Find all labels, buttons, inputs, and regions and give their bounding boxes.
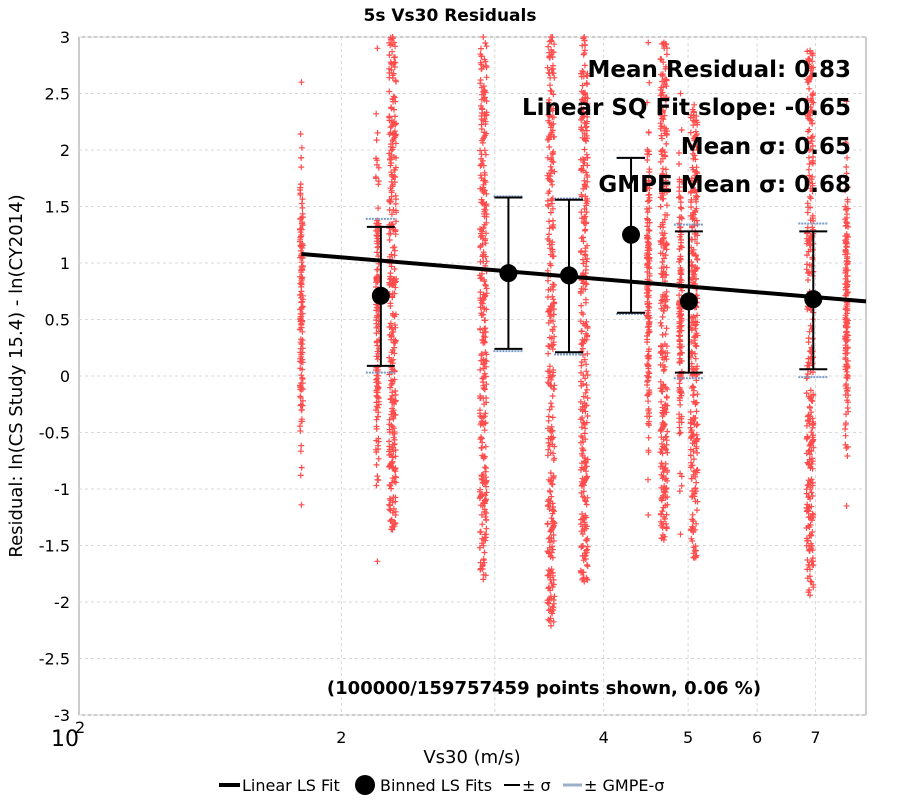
y-axis-label: Residual: ln(CS Study 15.4) - ln(CY2014) xyxy=(6,194,27,557)
legend-label-sigma: ± σ xyxy=(522,776,551,795)
scatter-column-0 xyxy=(297,79,306,508)
y-axis-ticks: 3 2.5 2 1.5 1 0.5 0 -0.5 -1 -1.5 -2 -2.5 -3 xyxy=(39,28,70,725)
y-tick-label-7: -0.5 xyxy=(39,424,70,443)
scatter-column-10 xyxy=(803,47,817,599)
x-tick-label-5: 7 xyxy=(810,728,820,747)
legend-label-linear-fit: Linear LS Fit xyxy=(242,776,340,795)
y-tick-label-11: -2.5 xyxy=(39,650,70,669)
scatter-markers-0 xyxy=(297,79,306,508)
legend: Linear LS Fit Binned LS Fits ± σ ± GMPE-… xyxy=(219,775,664,795)
scatter-column-3 xyxy=(476,34,490,583)
mean-sigma-annotation: Mean σ: 0.65 xyxy=(681,134,851,160)
x-axis-label: Vs30 (m/s) xyxy=(423,747,520,768)
x-tick-label-2: 4 xyxy=(599,728,609,747)
fit-slope-annotation: Linear SQ Fit slope: -0.65 xyxy=(522,95,851,121)
scatter-markers-5 xyxy=(577,34,591,585)
binned-point-2 xyxy=(560,266,579,285)
binned-point-4 xyxy=(679,292,698,311)
scatter-column-4 xyxy=(544,34,558,629)
y-tick-label-9: -1.5 xyxy=(39,537,70,556)
scatter-markers-3 xyxy=(476,34,490,583)
y-tick-label-5: 0.5 xyxy=(45,311,70,330)
scatter-column-9 xyxy=(687,101,701,561)
scatter-points xyxy=(297,34,852,629)
y-tick-label-6: 0 xyxy=(60,367,70,386)
x-tick-label-exponent: 2 xyxy=(75,718,85,737)
y-tick-label-12: -3 xyxy=(54,706,70,725)
y-tick-label-4: 1 xyxy=(60,254,70,273)
binned-points xyxy=(371,225,823,311)
y-tick-label-0: 3 xyxy=(60,28,70,47)
scatter-markers-10 xyxy=(803,47,817,599)
scatter-markers-7 xyxy=(657,39,671,543)
linear-fit-layer xyxy=(301,251,867,304)
legend-label-gmpe-sigma: ± GMPE-σ xyxy=(584,776,664,795)
y-tick-label-8: -1 xyxy=(54,480,70,499)
binned-point-1 xyxy=(499,264,518,283)
chart-title: 5s Vs30 Residuals xyxy=(364,6,537,26)
linear-fit-line xyxy=(301,251,867,304)
binned-point-3 xyxy=(622,225,641,244)
legend-swatch-binned xyxy=(355,775,375,795)
scatter-markers-1 xyxy=(372,45,382,565)
y-tick-label-3: 1.5 xyxy=(45,198,70,217)
scatter-markers-2 xyxy=(386,34,400,533)
x-tick-label-base: 10 xyxy=(51,727,79,752)
scatter-column-1 xyxy=(372,45,382,565)
binned-point-0 xyxy=(371,286,390,305)
scatter-markers-6 xyxy=(643,39,653,518)
points-shown-note: (100000/159757459 points shown, 0.06 %) xyxy=(327,678,761,699)
x-tick-label-4: 6 xyxy=(752,728,762,747)
error-bars xyxy=(365,156,829,380)
stats-annotations: Mean Residual: 0.83 Linear SQ Fit slope:… xyxy=(522,57,851,198)
scatter-column-6 xyxy=(643,39,653,518)
legend-label-binned: Binned LS Fits xyxy=(380,776,492,795)
scatter-markers-4 xyxy=(544,34,558,629)
x-tick-label-0: 2 xyxy=(336,728,346,747)
y-tick-label-10: -2 xyxy=(54,593,70,612)
binned-point-5 xyxy=(804,290,823,309)
mean-residual-annotation: Mean Residual: 0.83 xyxy=(588,57,851,83)
scatter-markers-9 xyxy=(687,101,701,561)
grid-lines xyxy=(79,36,866,716)
scatter-column-5 xyxy=(577,34,591,585)
scatter-column-2 xyxy=(386,34,400,533)
y-tick-label-1: 2.5 xyxy=(45,85,70,104)
y-tick-label-2: 2 xyxy=(60,141,70,160)
gmpe-mean-sigma-annotation: GMPE Mean σ: 0.68 xyxy=(598,172,851,198)
x-tick-label-3: 5 xyxy=(683,728,693,747)
scatter-column-7 xyxy=(657,39,671,543)
